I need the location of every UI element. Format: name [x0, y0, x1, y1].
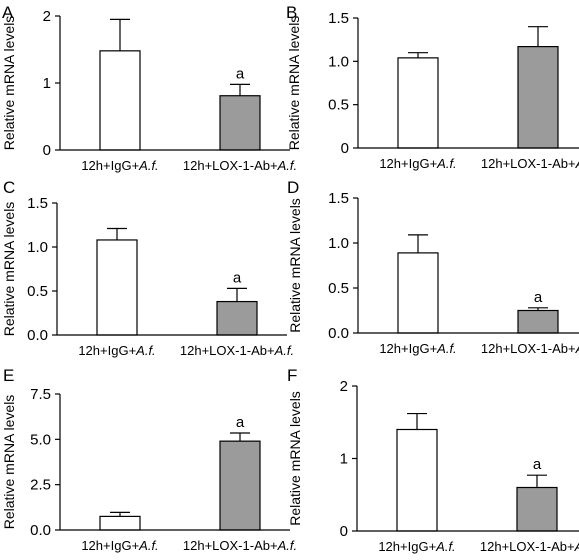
category-species: A.f. [435, 539, 456, 554]
category-text: 12h+LOX-1-Ab+ [183, 158, 278, 173]
bar-e-1 [99, 515, 141, 531]
y-axis-label-b: Relative mRNA levels [286, 16, 302, 151]
category-text: 12h+LOX-1-Ab+ [481, 156, 576, 171]
y-tick-label-c: 1.5 [27, 195, 48, 212]
bar-a-2 [219, 95, 261, 151]
bar-f-2 [516, 486, 558, 532]
category-species: A.f. [436, 156, 457, 171]
category-label-e: 12h+LOX-1-Ab+A.f. [183, 538, 297, 553]
significance-mark-d: a [534, 289, 543, 306]
bar-d-2 [517, 309, 559, 334]
bar-f-1 [396, 428, 438, 532]
y-tick-label-f: 2 [340, 378, 348, 395]
y-tick-label-f: 1 [340, 451, 348, 468]
category-species: A.f. [138, 158, 159, 173]
category-species: A.f. [138, 538, 159, 553]
category-species: A.f. [277, 158, 298, 173]
y-tick-label-c: 0.0 [27, 327, 48, 344]
significance-mark-a: a [236, 65, 245, 82]
panel-label-c: C [3, 178, 15, 197]
y-tick-label-e: 5.0 [30, 431, 51, 448]
panel-label-f: F [287, 366, 297, 385]
category-species: A.f. [575, 341, 579, 356]
category-text: 12h+IgG+ [78, 343, 136, 358]
bar-c-1 [96, 239, 138, 336]
category-text: 12h+LOX-1-Ab+ [480, 539, 575, 554]
y-tick-label-d: 1.5 [328, 190, 349, 207]
panel-label-b: B [286, 3, 297, 22]
category-label-a: 12h+IgG+A.f. [81, 158, 158, 173]
category-label-b: 12h+LOX-1-Ab+A.f. [481, 156, 579, 171]
y-tick-label-b: 0.5 [328, 97, 349, 114]
category-label-a: 12h+LOX-1-Ab+A.f. [183, 158, 297, 173]
y-axis-label-c: Relative mRNA levels [1, 202, 17, 337]
bar-b-2 [517, 45, 559, 149]
y-tick-label-b: 0 [341, 140, 349, 157]
y-tick-label-d: 1.0 [328, 235, 349, 252]
y-tick-label-d: 0.5 [328, 280, 349, 297]
category-species: A.f. [135, 343, 156, 358]
category-text: 12h+LOX-1-Ab+ [481, 341, 576, 356]
y-tick-label-c: 1.0 [27, 239, 48, 256]
y-tick-label-b: 1.5 [328, 10, 349, 27]
y-tick-label-a: 1 [43, 75, 51, 92]
category-text: 12h+IgG+ [379, 341, 437, 356]
significance-mark-f: a [533, 456, 542, 473]
category-species: A.f. [277, 538, 298, 553]
category-label-b: 12h+IgG+A.f. [379, 156, 456, 171]
category-label-f: 12h+IgG+A.f. [378, 539, 455, 554]
bar-c-2 [216, 300, 258, 336]
bar-b-1 [397, 57, 439, 149]
bar-d-1 [397, 252, 439, 334]
category-label-e: 12h+IgG+A.f. [81, 538, 158, 553]
category-text: 12h+LOX-1-Ab+ [180, 343, 275, 358]
category-label-c: 12h+IgG+A.f. [78, 343, 155, 358]
y-tick-label-c: 0.5 [27, 283, 48, 300]
y-tick-label-a: 0 [43, 142, 51, 159]
y-axis-label-d: Relative mRNA levels [287, 198, 303, 333]
category-species: A.f. [575, 156, 579, 171]
panel-label-e: E [3, 366, 14, 385]
category-text: 12h+IgG+ [81, 538, 139, 553]
y-tick-label-f: 0 [340, 523, 348, 540]
bar-e-2 [219, 440, 261, 531]
y-tick-label-b: 1.0 [328, 53, 349, 70]
category-text: 12h+IgG+ [378, 539, 436, 554]
category-label-f: 12h+LOX-1-Ab+A.f. [480, 539, 579, 554]
panel-label-a: A [2, 3, 14, 22]
y-tick-label-e: 0.0 [30, 522, 51, 539]
y-axis-label-f: Relative mRNA levels [287, 391, 303, 526]
y-tick-label-d: 0.0 [328, 325, 349, 342]
y-axis-label-e: Relative mRNA levels [1, 395, 17, 530]
y-tick-label-e: 7.5 [30, 386, 51, 403]
category-species: A.f. [436, 341, 457, 356]
y-axis-label-a: Relative mRNA levels [1, 16, 17, 151]
panel-label-d: D [287, 178, 299, 197]
y-tick-label-a: 2 [43, 8, 51, 25]
category-label-d: 12h+IgG+A.f. [379, 341, 456, 356]
category-text: 12h+LOX-1-Ab+ [183, 538, 278, 553]
y-tick-label-e: 2.5 [30, 477, 51, 494]
bar-a-1 [99, 50, 141, 151]
category-label-c: 12h+LOX-1-Ab+A.f. [180, 343, 294, 358]
category-label-d: 12h+LOX-1-Ab+A.f. [481, 341, 579, 356]
significance-mark-e: a [236, 414, 245, 431]
significance-mark-c: a [233, 269, 242, 286]
category-text: 12h+IgG+ [379, 156, 437, 171]
category-species: A.f. [574, 539, 579, 554]
category-species: A.f. [274, 343, 295, 358]
category-text: 12h+IgG+ [81, 158, 139, 173]
